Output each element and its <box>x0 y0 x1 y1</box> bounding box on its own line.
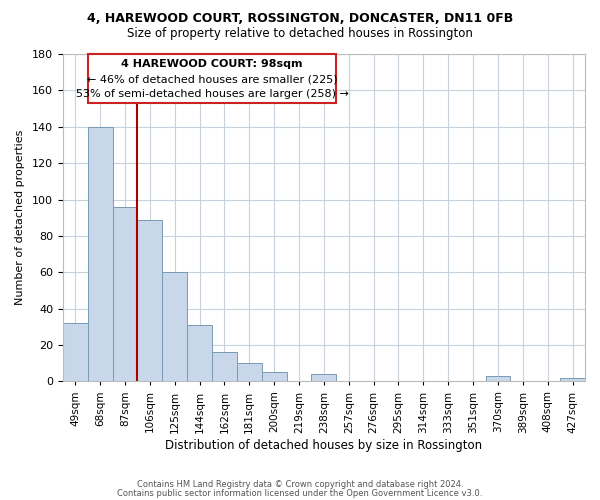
Bar <box>262 372 287 382</box>
Text: 4, HAREWOOD COURT, ROSSINGTON, DONCASTER, DN11 0FB: 4, HAREWOOD COURT, ROSSINGTON, DONCASTER… <box>87 12 513 26</box>
Text: Contains HM Land Registry data © Crown copyright and database right 2024.: Contains HM Land Registry data © Crown c… <box>137 480 463 489</box>
Y-axis label: Number of detached properties: Number of detached properties <box>15 130 25 306</box>
Bar <box>137 220 162 382</box>
Bar <box>560 378 585 382</box>
Bar <box>187 325 212 382</box>
Text: Contains public sector information licensed under the Open Government Licence v3: Contains public sector information licen… <box>118 488 482 498</box>
Bar <box>162 272 187 382</box>
Text: ← 46% of detached houses are smaller (225): ← 46% of detached houses are smaller (22… <box>86 74 337 84</box>
Bar <box>212 352 237 382</box>
FancyBboxPatch shape <box>88 54 337 103</box>
Bar <box>88 127 113 382</box>
Bar <box>113 207 137 382</box>
Bar <box>237 363 262 382</box>
Bar <box>485 376 511 382</box>
Text: Size of property relative to detached houses in Rossington: Size of property relative to detached ho… <box>127 28 473 40</box>
X-axis label: Distribution of detached houses by size in Rossington: Distribution of detached houses by size … <box>166 440 482 452</box>
Bar <box>63 323 88 382</box>
Bar <box>311 374 337 382</box>
Text: 53% of semi-detached houses are larger (258) →: 53% of semi-detached houses are larger (… <box>76 88 349 99</box>
Text: 4 HAREWOOD COURT: 98sqm: 4 HAREWOOD COURT: 98sqm <box>121 60 303 70</box>
